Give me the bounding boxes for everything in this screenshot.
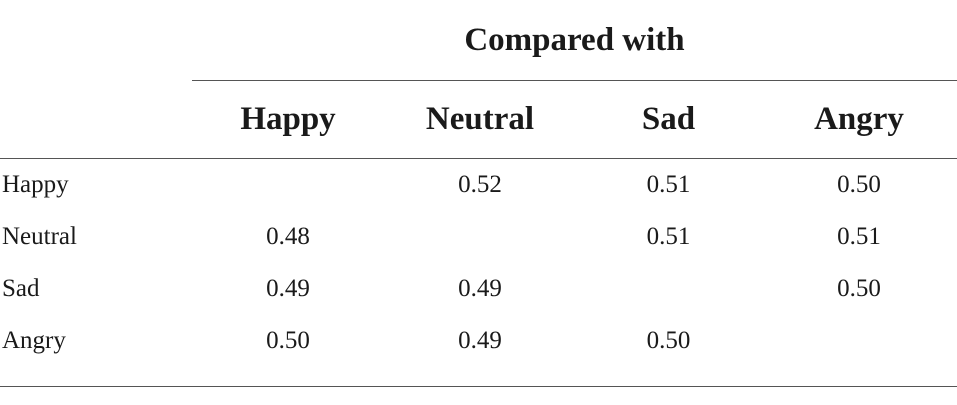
table-cell: 0.51 [646, 223, 691, 250]
table-cell: 0.51 [837, 223, 881, 250]
row-label: Happy [2, 171, 69, 198]
table-cell [576, 263, 761, 315]
table-cell [761, 315, 957, 367]
table-row: Happy 0.52 0.51 0.50 [0, 159, 957, 211]
row-label: Angry [2, 327, 66, 354]
table-cell: 0.50 [266, 327, 310, 354]
table-cell: 0.48 [266, 223, 310, 250]
table-cell: 0.50 [837, 275, 881, 302]
table-cell: 0.49 [266, 275, 310, 302]
table-cell: 0.51 [646, 171, 691, 198]
table-cell: 0.49 [458, 327, 502, 354]
group-header-rule [192, 80, 957, 81]
column-header-happy: Happy [240, 101, 336, 137]
table-row: Angry 0.50 0.49 0.50 [0, 315, 957, 367]
table-cell: 0.49 [458, 275, 502, 302]
table-cell [384, 211, 576, 263]
row-label: Neutral [2, 223, 77, 250]
table-row: Sad 0.49 0.49 0.50 [0, 263, 957, 315]
table-row: Neutral 0.48 0.51 0.51 [0, 211, 957, 263]
table-cell: 0.50 [837, 171, 881, 198]
group-header: Compared with [464, 22, 685, 58]
column-header-angry: Angry [814, 101, 904, 137]
column-header-neutral: Neutral [425, 101, 535, 137]
table-cell: 0.50 [646, 327, 691, 354]
column-header-sad: Sad [641, 101, 696, 137]
table-cell: 0.52 [458, 171, 502, 198]
header-rule [0, 158, 957, 159]
bottom-rule [0, 386, 957, 387]
row-label: Sad [2, 275, 40, 302]
table-cell [192, 159, 384, 211]
